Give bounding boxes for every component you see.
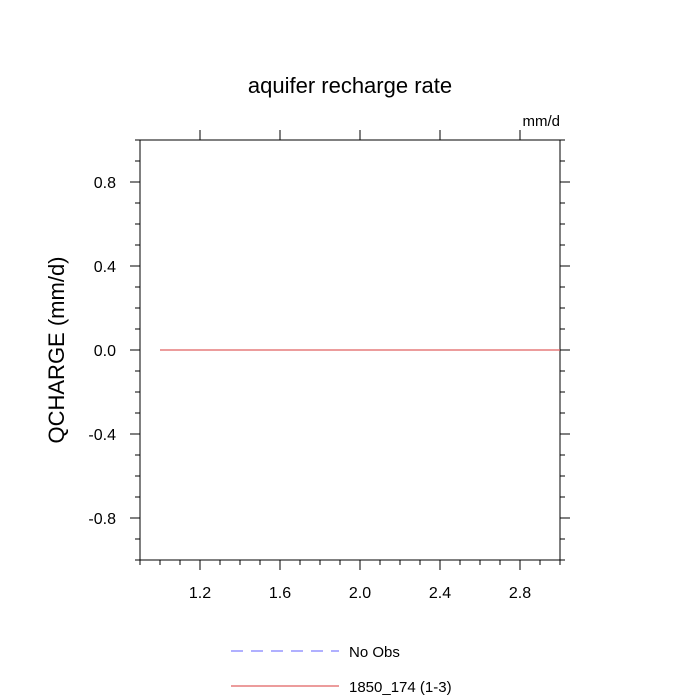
x-tick-label: 2.8 — [509, 585, 531, 602]
x-tick-label: 1.2 — [189, 585, 211, 602]
x-tick-label: 2.4 — [429, 585, 451, 602]
units-label: mm/d — [523, 113, 561, 130]
y-tick-label: 0.4 — [94, 259, 116, 276]
y-tick-label: -0.4 — [88, 427, 116, 444]
x-tick-label: 1.6 — [269, 585, 291, 602]
x-tick-label: 2.0 — [349, 585, 371, 602]
x-axis-ticks: 1.2 1.6 2.0 2.4 2.8 — [139, 130, 561, 602]
y-axis-ticks: -0.8 -0.4 0.0 0.4 0.8 — [88, 139, 570, 561]
legend-label: No Obs — [349, 644, 400, 661]
legend-label: 1850_174 (1-3) — [349, 679, 452, 696]
legend: No Obs 1850_174 (1-3) — [231, 644, 452, 696]
chart-title: aquifer recharge rate — [248, 73, 452, 98]
y-tick-label: 0.8 — [94, 175, 116, 192]
y-tick-label: -0.8 — [88, 511, 116, 528]
y-axis-label: QCHARGE (mm/d) — [44, 257, 69, 444]
y-tick-label: 0.0 — [94, 343, 116, 360]
